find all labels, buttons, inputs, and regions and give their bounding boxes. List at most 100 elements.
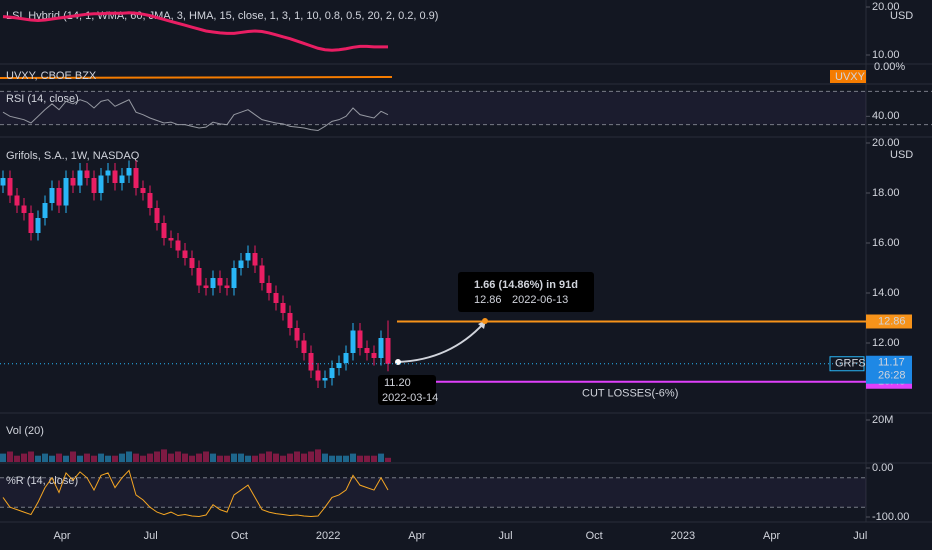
volume-bar (161, 449, 167, 462)
volume-bar (126, 451, 132, 462)
y-tick-label: 0.00 (872, 462, 893, 474)
volume-bar (42, 453, 48, 462)
volume-bar (182, 453, 188, 462)
volume-bar (336, 455, 342, 462)
pane-borders (0, 0, 932, 523)
volume-bar (105, 455, 111, 462)
chart-title: Grifols, S.A., 1W, NASDAQ (6, 150, 140, 162)
volume-bar (378, 453, 384, 462)
candle-body (301, 340, 307, 353)
candle-body (126, 168, 132, 176)
band-fill (0, 91, 866, 125)
measure-arrow (397, 322, 485, 363)
y-tick-label: 16.00 (872, 237, 900, 249)
symbol-badge (829, 356, 865, 372)
candle-body (112, 170, 118, 183)
candle-body (21, 205, 27, 213)
time-label: Jul (144, 530, 158, 542)
candle-body (7, 178, 13, 196)
volume-bar (224, 455, 230, 462)
candle-body (42, 203, 48, 218)
candle-body (77, 170, 83, 186)
volume-bar (147, 453, 153, 462)
badge: UVXY (835, 71, 866, 83)
candle-body (28, 213, 34, 233)
measure-box (458, 272, 594, 312)
hybrid-line (2, 11, 388, 52)
volume-bar (217, 455, 223, 462)
volume-bar (273, 453, 279, 462)
time-label: Jul (498, 530, 512, 542)
indicator-label: RSI (14, close) (6, 93, 79, 105)
candle-body (252, 253, 258, 266)
candle-body (231, 268, 237, 288)
y-tick-label: 40.00 (872, 110, 900, 122)
volume-bar (133, 453, 139, 462)
indicator-label: UVXY, CBOE BZX (6, 70, 97, 82)
volume-bar (0, 453, 6, 462)
time-label: 2023 (671, 530, 695, 542)
volume-bar (238, 453, 244, 462)
candle-body (203, 285, 209, 288)
volume-bar (112, 455, 118, 462)
time-label: Apr (408, 530, 425, 542)
candle-body (287, 313, 293, 328)
volume-bar (385, 457, 391, 462)
time-label: Jul (853, 530, 867, 542)
volume-bar (119, 453, 125, 462)
volume-bar (231, 453, 237, 462)
candle-body (98, 175, 104, 193)
candle-body (378, 338, 384, 358)
candle-body (49, 188, 55, 203)
volume-bar (280, 455, 286, 462)
indicator-label: Vol (20) (6, 425, 44, 437)
candle-body (175, 240, 181, 251)
candle-body (147, 193, 153, 208)
candle-body (371, 353, 377, 358)
candle-body (266, 283, 272, 293)
volume-bar (294, 451, 300, 462)
y-tick-label: -100.00 (872, 511, 909, 523)
time-label: Apr (53, 530, 70, 542)
time-label: Oct (231, 530, 248, 542)
start-box (378, 375, 436, 405)
volume-bar (91, 455, 97, 462)
currency: USD (890, 149, 913, 161)
measure-text: 1.66 (14.86%) in 91d (474, 279, 578, 291)
time-label: Apr (763, 530, 780, 542)
volume-bar (98, 453, 104, 462)
volume-bar (28, 451, 34, 462)
candle-body (14, 195, 20, 206)
candle-body (357, 330, 363, 348)
candle-body (294, 328, 300, 341)
candle-body (259, 265, 265, 283)
volume-bar (140, 455, 146, 462)
level-label: 12.86 (878, 315, 906, 327)
candle-body (63, 178, 69, 206)
volume-bar (357, 455, 363, 462)
volume-bar (287, 453, 293, 462)
y-tick-label: 20.00 (872, 137, 900, 149)
volume-bar (301, 453, 307, 462)
volume-bar (343, 455, 349, 462)
candle-body (280, 303, 286, 313)
volume-bar (84, 453, 90, 462)
volume-bar (21, 453, 27, 462)
y-tick-label: 20M (872, 414, 893, 426)
candle-body (217, 278, 223, 286)
candle-body (238, 260, 244, 268)
volume-bar (63, 455, 69, 462)
candle-body (210, 278, 216, 288)
axis-label: 0.00% (874, 61, 905, 73)
measure-end-date: 2022-06-13 (512, 294, 568, 306)
volume-bar (210, 453, 216, 462)
candle-body (105, 170, 111, 176)
candle-body (245, 253, 251, 261)
candle-body (308, 353, 314, 371)
candle-body (364, 348, 370, 353)
volume-bar (189, 455, 195, 462)
y-tick-label: 18.00 (872, 187, 900, 199)
price-badge (866, 355, 912, 384)
volume-bar (14, 455, 20, 462)
